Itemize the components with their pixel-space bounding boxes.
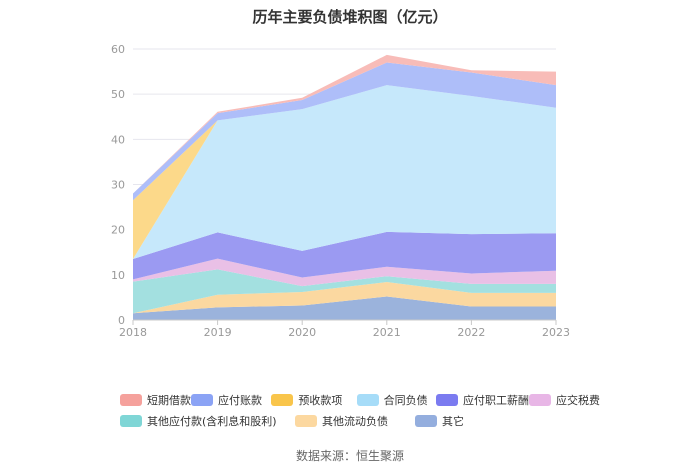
legend-label: 其它 xyxy=(442,414,464,428)
x-tick-label: 2022 xyxy=(457,326,485,339)
x-tick-label: 2020 xyxy=(288,326,316,339)
legend-item-accounts-payable[interactable]: 应付账款 xyxy=(191,392,271,408)
legend-label: 其他应付款(含利息和股利) xyxy=(147,414,277,428)
legend: 短期借款 应付账款 预收款项 合同负债 应付职工薪酬 应交税费 其他应付款(含利… xyxy=(120,389,600,431)
y-tick-label: 50 xyxy=(111,88,125,101)
legend-label: 短期借款 xyxy=(147,393,191,407)
area-series xyxy=(133,269,556,314)
legend-item-taxes-payable[interactable]: 应交税费 xyxy=(529,392,600,408)
legend-label: 应付账款 xyxy=(218,393,262,407)
area-series xyxy=(133,231,556,280)
legend-label: 其他流动负债 xyxy=(322,414,388,428)
area-series xyxy=(133,85,556,260)
legend-row-1: 短期借款 应付账款 预收款项 合同负债 应付职工薪酬 应交税费 xyxy=(120,389,600,410)
area-series xyxy=(133,62,556,201)
y-tick-label: 0 xyxy=(118,314,125,327)
legend-item-other-payables[interactable]: 其他应付款(含利息和股利) xyxy=(120,413,295,429)
legend-item-other-current-liabilities[interactable]: 其他流动负债 xyxy=(295,413,415,429)
legend-row-2: 其他应付款(含利息和股利) 其他流动负债 其它 xyxy=(120,410,600,431)
y-tick-label: 40 xyxy=(111,133,125,146)
legend-item-employee-compensation[interactable]: 应付职工薪酬 xyxy=(436,392,529,408)
legend-swatch xyxy=(295,414,317,427)
y-tick-label: 20 xyxy=(111,224,125,237)
area-series xyxy=(133,296,556,320)
chart-title: 历年主要负债堆积图（亿元） xyxy=(252,8,448,26)
legend-swatch xyxy=(356,393,379,406)
legend-swatch xyxy=(529,393,551,406)
legend-swatch xyxy=(415,414,437,427)
x-tick-label: 2018 xyxy=(119,326,147,339)
legend-label: 预收款项 xyxy=(298,393,343,407)
x-tick-label: 2021 xyxy=(373,326,401,339)
legend-swatch xyxy=(271,393,294,406)
y-tick-label: 30 xyxy=(111,179,125,192)
legend-item-short-term-borrowing[interactable]: 短期借款 xyxy=(120,392,191,408)
data-source: 数据来源：恒生聚源 xyxy=(295,449,404,463)
legend-swatch xyxy=(120,414,142,427)
x-tick-label: 2023 xyxy=(542,326,570,339)
legend-item-others[interactable]: 其它 xyxy=(415,413,464,429)
legend-item-advance-receipts[interactable]: 预收款项 xyxy=(271,392,356,408)
legend-swatch xyxy=(120,393,142,406)
area-series xyxy=(133,258,556,287)
legend-swatch xyxy=(191,393,213,406)
legend-label: 合同负债 xyxy=(383,393,428,407)
legend-item-contract-liabilities[interactable]: 合同负债 xyxy=(356,392,436,408)
legend-label: 应付职工薪酬 xyxy=(463,393,529,407)
legend-label: 应交税费 xyxy=(556,393,600,407)
area-series xyxy=(133,282,556,314)
x-tick-label: 2019 xyxy=(204,326,232,339)
y-tick-label: 60 xyxy=(111,43,125,56)
legend-swatch xyxy=(436,393,458,406)
axes: 0 10 20 30 40 50 60 2018 2019 2020 2021 2022 2023 xyxy=(111,43,570,339)
area-series xyxy=(133,54,556,320)
y-tick-label: 10 xyxy=(111,269,125,282)
